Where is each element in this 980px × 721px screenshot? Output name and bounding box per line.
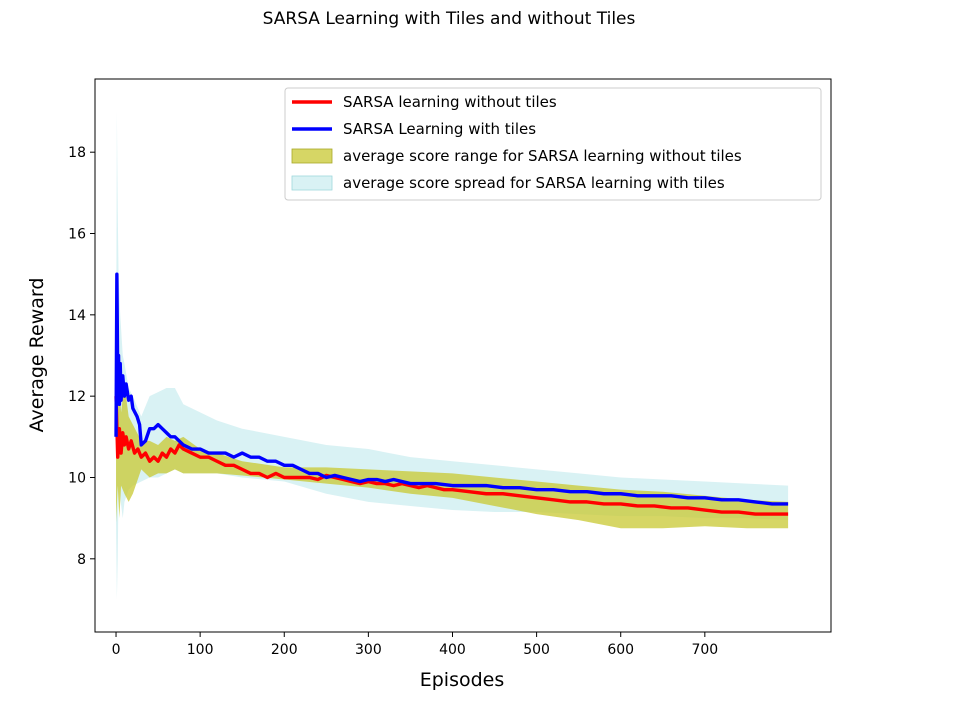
legend-box xyxy=(284,87,822,201)
legend-label: average score spread for SARSA learning … xyxy=(343,174,725,192)
y-tick-label: 18 xyxy=(68,145,86,161)
series-line-with-tiles xyxy=(114,272,789,506)
legend-label: SARSA Learning with tiles xyxy=(343,120,536,138)
y-axis-label: Average Reward xyxy=(26,278,48,433)
x-tick-label: 600 xyxy=(607,642,634,658)
y-tick-label: 16 xyxy=(68,227,86,243)
legend-swatch-band xyxy=(291,175,333,191)
chart-title: SARSA Learning with Tiles and without Ti… xyxy=(263,9,636,29)
x-tick-label: 0 xyxy=(112,642,121,658)
x-axis-label: Episodes xyxy=(420,669,505,691)
x-tick-label: 500 xyxy=(523,642,550,658)
x-tick-label: 300 xyxy=(355,642,382,658)
y-tick-label: 14 xyxy=(68,308,86,324)
legend-swatch-band xyxy=(291,148,333,164)
x-axis-ticks: 0 100 200 300 400 500 600 700 xyxy=(112,632,718,658)
legend-label: average score range for SARSA learning w… xyxy=(343,147,742,165)
x-tick-label: 400 xyxy=(439,642,466,658)
x-tick-label: 200 xyxy=(271,642,298,658)
plot-area-frame xyxy=(94,78,832,633)
x-tick-label: 100 xyxy=(187,642,214,658)
x-tick-label: 700 xyxy=(691,642,718,658)
legend: SARSA learning without tiles SARSA Learni… xyxy=(284,87,822,201)
legend-label: SARSA learning without tiles xyxy=(343,93,557,111)
y-tick-label: 10 xyxy=(68,470,86,486)
y-tick-label: 8 xyxy=(77,552,86,568)
series-line-without-tiles xyxy=(114,396,789,516)
y-tick-label: 12 xyxy=(68,389,86,405)
y-axis-ticks: 8 10 12 14 16 18 xyxy=(68,145,95,568)
